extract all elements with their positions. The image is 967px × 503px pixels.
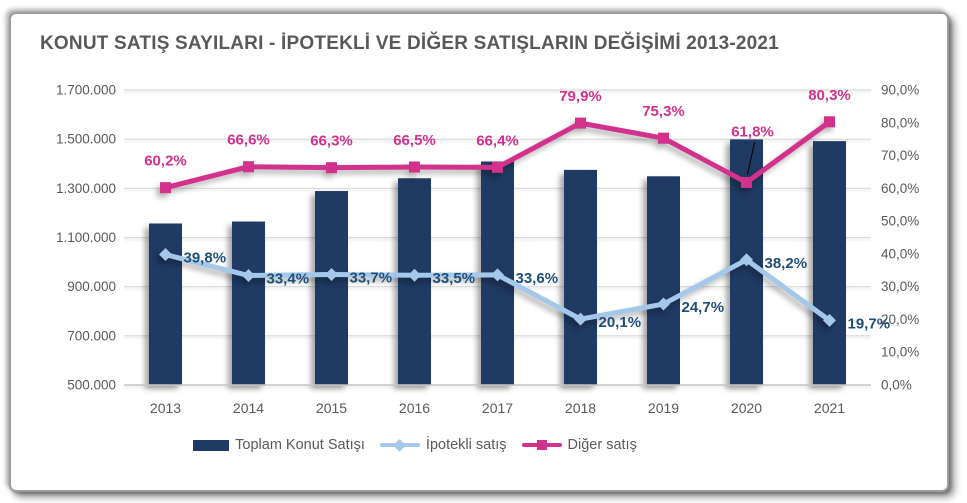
line-diamond-swatch-icon (379, 438, 420, 452)
left-axis-tick: 900.000 (67, 279, 116, 294)
legend-item-diger-satis: Diğer satış (521, 437, 637, 453)
diamond-marker (408, 268, 421, 282)
bar-series (149, 139, 846, 385)
data-label: 66,4% (476, 132, 519, 149)
data-label: 19,7% (848, 315, 891, 332)
data-label: 66,5% (393, 132, 436, 149)
data-label: 79,9% (559, 88, 602, 105)
right-axis-tick: 20,0% (881, 312, 919, 327)
square-marker (243, 161, 254, 173)
bar (315, 191, 348, 385)
square-marker (658, 132, 669, 144)
data-label: 20,1% (599, 314, 642, 331)
x-axis-label: 2018 (565, 400, 596, 416)
right-axis-labels: 0,0% 10,0% 20,0% 30,0% 40,0% 50,0% 60,0% 70,0% 8… (881, 83, 919, 393)
right-axis-tick: 80,0% (881, 115, 919, 130)
square-marker (824, 116, 835, 128)
data-label: 61,8% (731, 123, 774, 140)
diamond-marker (823, 313, 836, 327)
right-axis-tick: 50,0% (881, 214, 919, 229)
square-marker (575, 117, 586, 129)
x-axis-label: 2020 (731, 400, 762, 416)
right-axis-tick: 90,0% (881, 83, 919, 98)
data-label: 80,3% (808, 87, 851, 104)
data-label: 60,2% (144, 153, 187, 170)
square-marker (409, 161, 420, 173)
left-axis-tick: 1.300.000 (56, 181, 116, 196)
diamond-marker (325, 268, 338, 282)
left-axis-tick: 1.700.000 (56, 83, 116, 98)
bar (564, 169, 597, 385)
left-axis-tick: 1.100.000 (56, 230, 116, 245)
data-label: 66,3% (310, 133, 353, 150)
data-label: 39,8% (184, 250, 227, 267)
x-axis-label: 2017 (482, 400, 513, 416)
diger-line-series (160, 116, 835, 194)
x-axis-label: 2019 (648, 400, 679, 416)
right-axis-tick: 0,0% (881, 378, 912, 393)
data-label: 75,3% (642, 103, 685, 120)
legend-label: Toplam Konut Satışı (235, 437, 365, 453)
legend-item-toplam-konut-satisi: Toplam Konut Satışı (193, 437, 365, 453)
right-axis-tick: 60,0% (881, 181, 919, 196)
data-label: 33,5% (433, 270, 476, 287)
square-marker (741, 176, 752, 188)
legend-label: Diğer satış (567, 437, 637, 453)
bar (647, 176, 680, 385)
data-label: 33,6% (516, 270, 559, 287)
ipotekli-line-series (159, 248, 836, 327)
x-axis-label: 2013 (150, 400, 181, 416)
right-axis-tick: 70,0% (881, 148, 919, 163)
data-label: 33,7% (350, 270, 393, 287)
chart-title: KONUT SATIŞ SAYILARI - İPOTEKLİ VE DİĞER… (40, 33, 779, 54)
data-label: 66,6% (227, 132, 270, 149)
x-axis-label: 2014 (233, 400, 264, 416)
diamond-marker (574, 312, 587, 326)
diger-data-labels: 60,2% 66,6% 66,3% 66,5% 66,4% 79,9% 75,3% 61,8%… (144, 87, 851, 175)
right-axis-tick: 10,0% (881, 345, 919, 360)
left-axis-tick: 1.500.000 (56, 132, 116, 147)
left-axis-tick: 700.000 (67, 328, 116, 343)
bar (149, 223, 182, 385)
legend-label: İpotekli satış (425, 437, 507, 453)
data-label: 33,4% (267, 271, 310, 288)
bar (813, 141, 846, 385)
diamond-marker (159, 248, 172, 262)
bar-series-swatch-icon (193, 439, 230, 451)
diamond-marker (740, 253, 753, 267)
left-axis-labels: 500.000 700.000 900.000 1.100.000 1.300.000 1… (56, 83, 116, 393)
x-axis-label: 2021 (814, 400, 845, 416)
diamond-marker (657, 297, 670, 311)
left-axis-tick: 500.000 (67, 378, 116, 393)
diamond-marker (242, 269, 255, 283)
data-label: 24,7% (682, 299, 725, 316)
right-axis-tick: 30,0% (881, 279, 919, 294)
legend-item-ipotekli-satis: İpotekli satış (379, 437, 507, 453)
right-axis-tick: 40,0% (881, 246, 919, 261)
chart-legend: Toplam Konut Satışı İpotekli satış Diğer… (0, 437, 830, 453)
ipotekli-data-labels: 39,8% 33,4% 33,7% 33,5% 33,6% 20,1% 24,7% 38,2%… (184, 250, 891, 333)
x-axis-label: 2016 (399, 400, 430, 416)
x-axis-label: 2015 (316, 400, 347, 416)
data-label: 38,2% (765, 255, 808, 272)
bar (232, 221, 265, 385)
line-square-swatch-icon (521, 439, 562, 452)
square-marker (160, 182, 171, 194)
label-leader-line (747, 142, 755, 175)
square-marker (326, 162, 337, 174)
square-marker (492, 161, 503, 173)
x-axis-labels: 2013 2014 2015 2016 2017 2018 2019 2020 2021 (150, 400, 845, 416)
diamond-marker (491, 268, 504, 282)
